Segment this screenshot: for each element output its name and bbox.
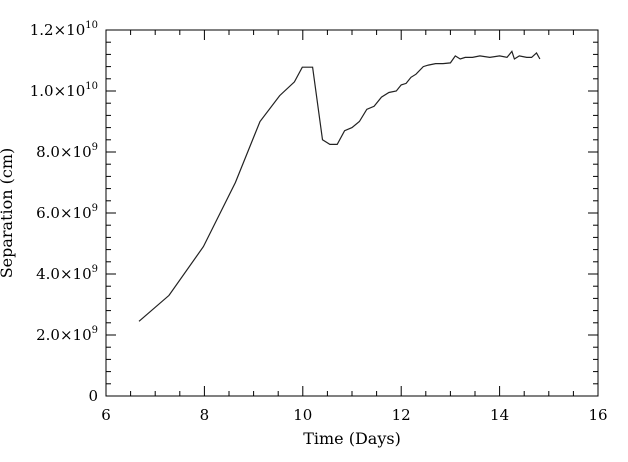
x-tick-label: 10 (293, 406, 312, 424)
series-line (138, 50, 541, 322)
x-tick-label: 14 (490, 406, 509, 424)
y-tick-label: 2.0×109 (36, 325, 98, 344)
x-tick-label: 8 (200, 406, 210, 424)
x-tick-label: 6 (101, 406, 111, 424)
y-tick-label: 4.0×109 (36, 264, 98, 283)
x-tick-label: 16 (588, 406, 607, 424)
y-tick-label: 1.2×1010 (30, 20, 98, 39)
y-tick-label: 0 (88, 387, 98, 405)
y-axis-title: Separation (cm) (0, 148, 16, 279)
x-axis-ticks: 6 8 10 12 14 16 (101, 30, 608, 424)
plot-frame (105, 29, 599, 397)
x-axis-title: Time (Days) (303, 429, 401, 448)
y-axis-ticks: 0 2.0×109 4.0×109 6.0×109 8.0×109 1.0×1010 1.2… (30, 20, 598, 405)
y-tick-label: 8.0×109 (36, 142, 98, 161)
y-tick-label: 1.0×1010 (30, 81, 98, 100)
y-tick-label: 6.0×109 (36, 203, 98, 222)
x-tick-label: 12 (392, 406, 411, 424)
